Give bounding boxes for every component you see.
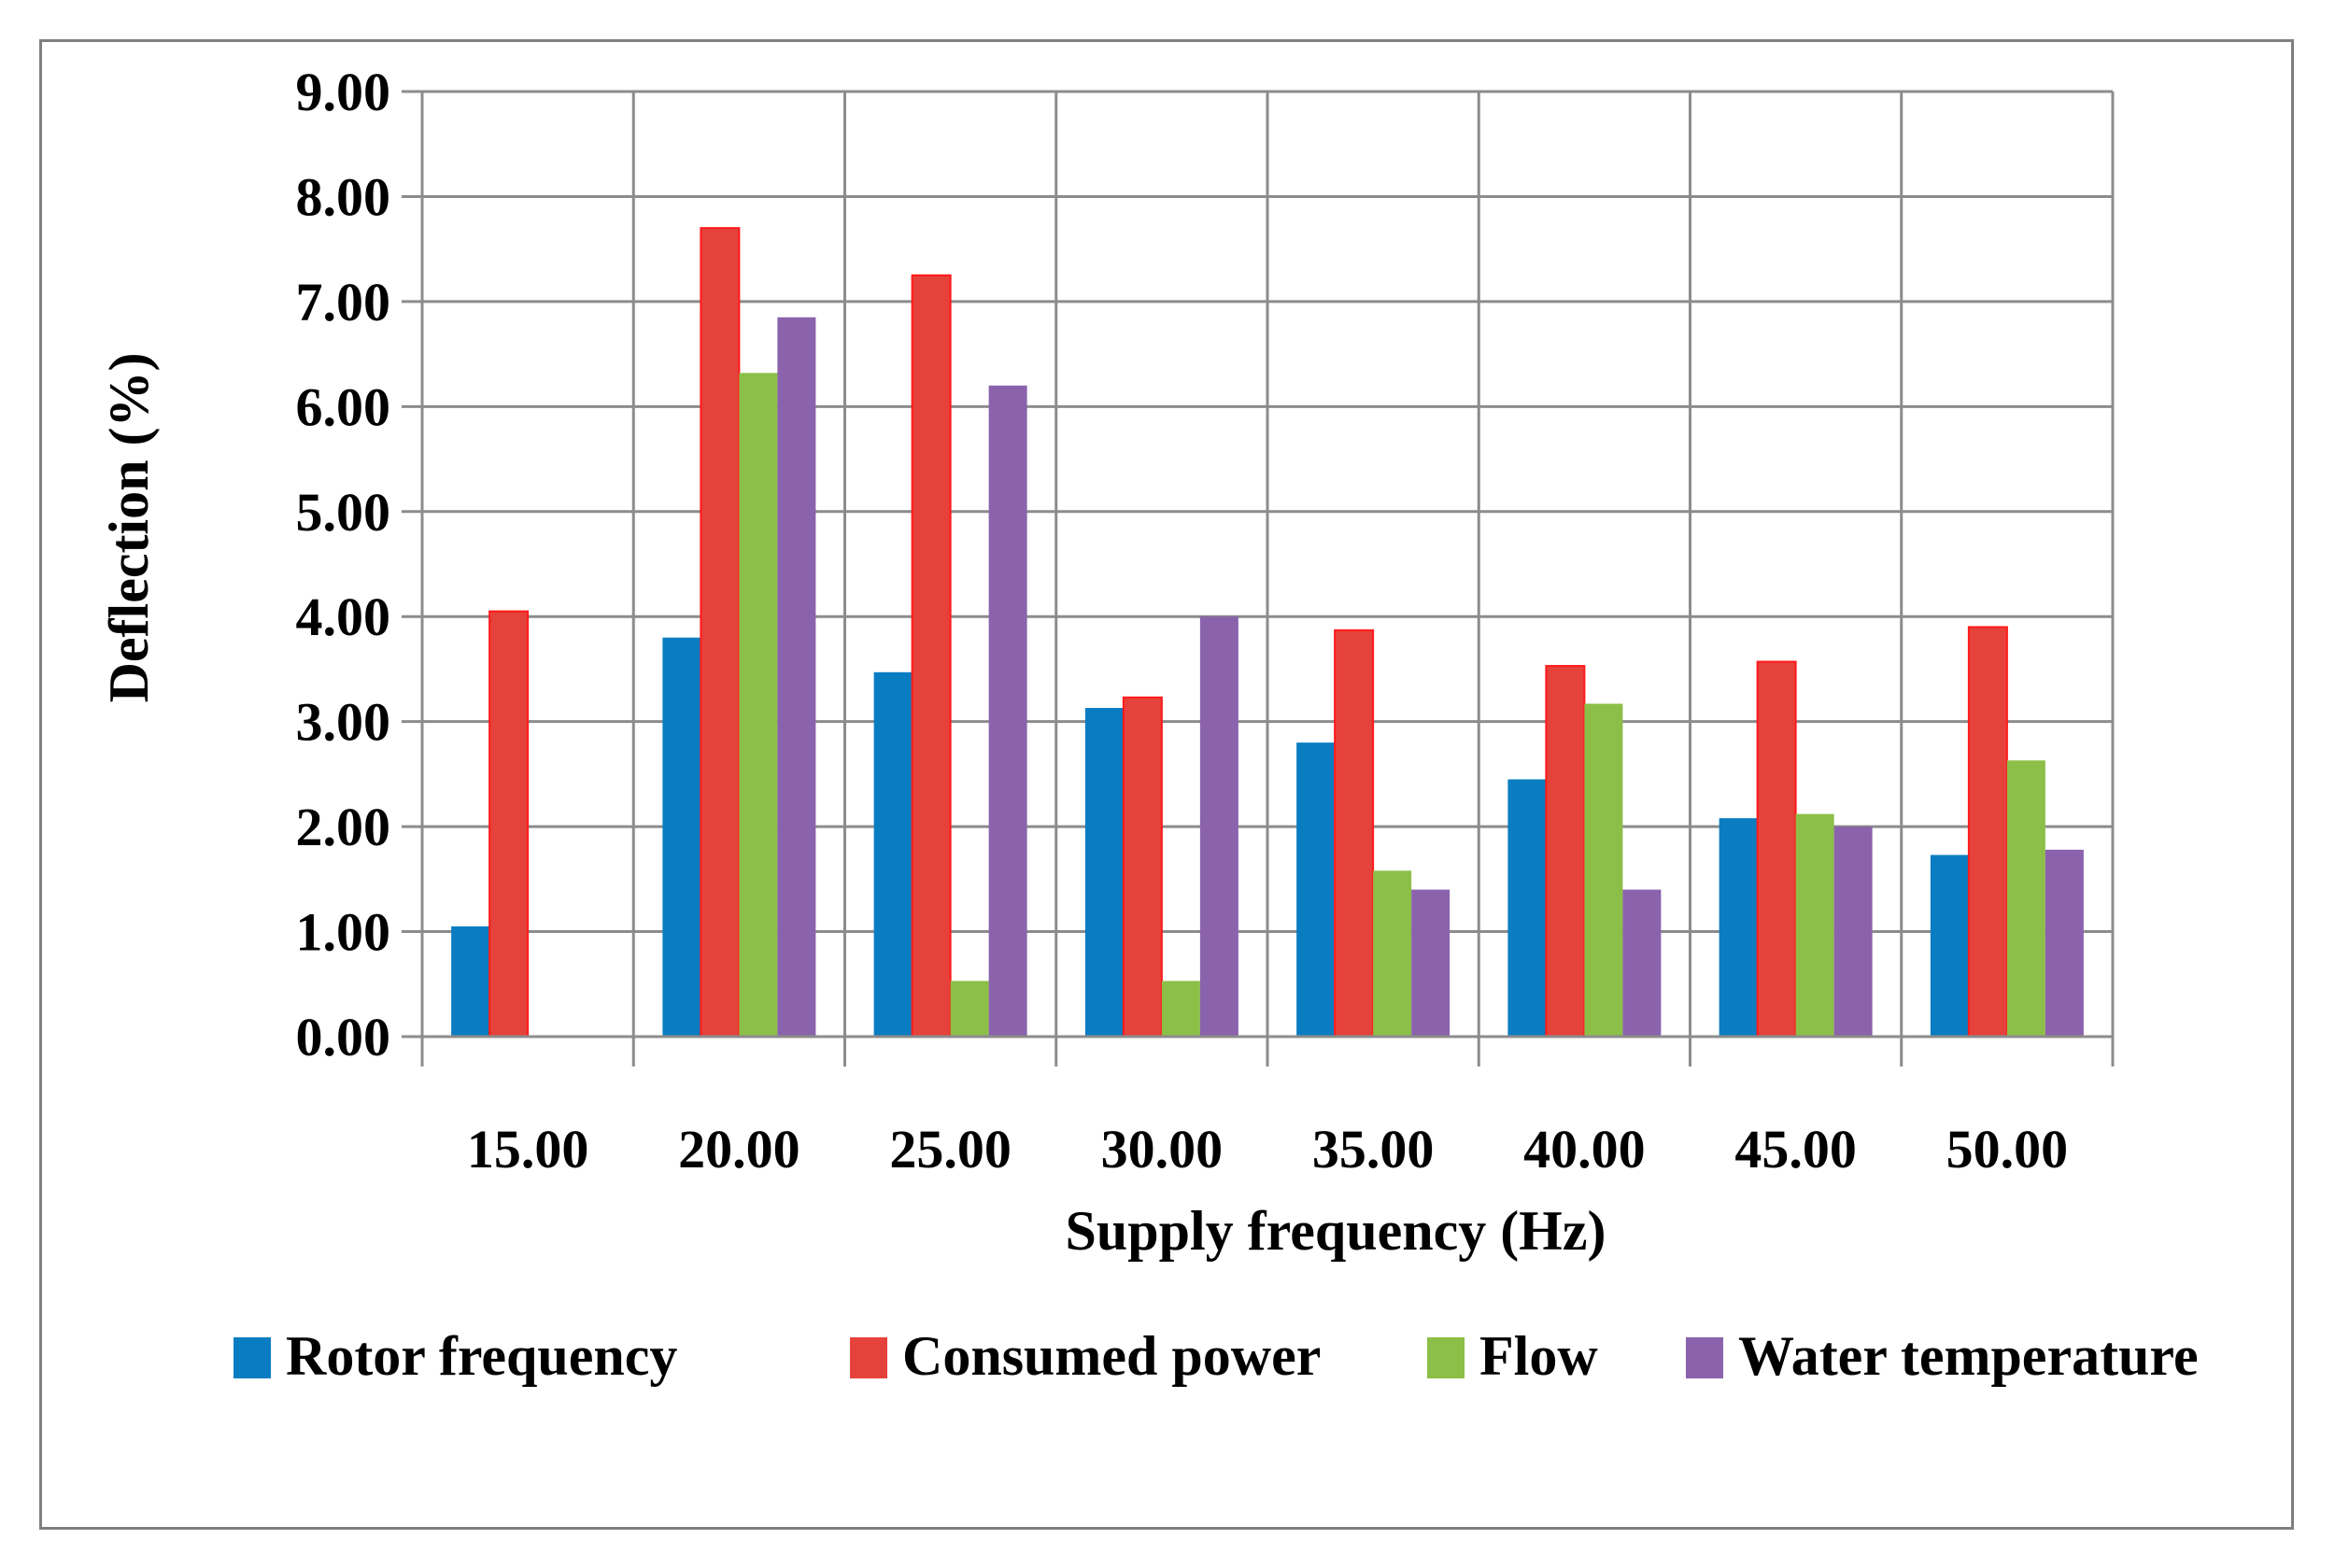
x-tick-label: 50.00	[1946, 1119, 2069, 1180]
x-tick-label: 35.00	[1312, 1119, 1435, 1180]
bar-rotor-frequency	[1930, 855, 1969, 1037]
bar-flow	[1584, 703, 1623, 1037]
y-tick-label: 4.00	[296, 586, 391, 647]
bar-consumed-power	[1967, 626, 2008, 1038]
bar-water-temperature	[777, 317, 816, 1037]
x-tick-label: 30.00	[1101, 1119, 1224, 1180]
bar-rotor-frequency	[1296, 742, 1336, 1037]
bar-flow	[739, 373, 778, 1038]
bar-consumed-power	[911, 274, 952, 1038]
y-tick-label: 6.00	[296, 376, 391, 437]
bar-water-temperature	[2045, 849, 2084, 1037]
legend-swatch	[234, 1337, 271, 1378]
axes	[402, 90, 2113, 1038]
y-tick-label: 7.00	[296, 272, 391, 332]
x-tick-label: 40.00	[1523, 1119, 1646, 1180]
legend-swatch	[850, 1337, 887, 1378]
chart-frame	[39, 39, 2294, 1530]
bar-consumed-power	[1545, 665, 1586, 1038]
y-tick-label: 3.00	[296, 692, 391, 753]
y-tick-label: 1.00	[296, 902, 391, 963]
bar-rotor-frequency	[1084, 708, 1124, 1037]
bar-water-temperature	[1622, 889, 1662, 1037]
bar-flow	[1795, 813, 1834, 1037]
bar-rotor-frequency	[1507, 779, 1547, 1037]
x-tick-label: 15.00	[467, 1119, 589, 1180]
y-tick-label: 9.00	[296, 62, 391, 122]
x-tick-labels: 15.00 20.00 25.00 30.00 35.00 40.00 45.00 50.00	[467, 1119, 2068, 1180]
y-tick-label: 0.00	[296, 1007, 391, 1067]
bar-water-temperature	[1833, 826, 1873, 1037]
x-axis-title: Supply frequency (Hz)	[1066, 1200, 1606, 1262]
legend-label: Rotor frequency	[286, 1325, 677, 1387]
bar-flow	[950, 981, 989, 1037]
bar-water-temperature	[988, 385, 1027, 1037]
bar-rotor-frequency	[662, 637, 701, 1037]
bar-water-temperature	[1411, 889, 1451, 1037]
y-tick-label: 8.00	[296, 166, 391, 227]
bar-flow	[2006, 760, 2045, 1037]
y-tick-labels: 0.00 1.00 2.00 3.00 4.00 5.00 6.00 7.00 8.00 9.00	[296, 62, 391, 1067]
bar-consumed-power	[488, 610, 530, 1038]
y-tick-label: 2.00	[296, 797, 391, 857]
x-tick-label: 20.00	[678, 1119, 800, 1180]
bars	[451, 227, 2084, 1038]
bar-water-temperature	[1199, 616, 1238, 1037]
bar-consumed-power	[700, 227, 741, 1038]
x-tick-label: 45.00	[1734, 1119, 1857, 1180]
legend-label: Consumed power	[902, 1325, 1321, 1387]
legend: Rotor frequency Consumed power Flow Water t…	[234, 1325, 2199, 1387]
bar-flow	[1161, 981, 1200, 1037]
bar-consumed-power	[1756, 660, 1797, 1038]
legend-label: Flow	[1479, 1325, 1598, 1387]
bar-rotor-frequency	[1719, 818, 1758, 1037]
legend-label: Water temperature	[1738, 1325, 2199, 1387]
y-tick-label: 5.00	[296, 482, 391, 543]
bar-rotor-frequency	[873, 671, 913, 1037]
bar-consumed-power	[1122, 696, 1163, 1038]
bar-flow	[1373, 870, 1412, 1037]
legend-swatch	[1427, 1337, 1465, 1378]
legend-swatch	[1686, 1337, 1723, 1378]
y-axis-title: Deflection (%)	[98, 353, 160, 703]
bar-consumed-power	[1334, 629, 1375, 1038]
x-tick-label: 25.00	[889, 1119, 1012, 1180]
bar-rotor-frequency	[451, 925, 490, 1037]
